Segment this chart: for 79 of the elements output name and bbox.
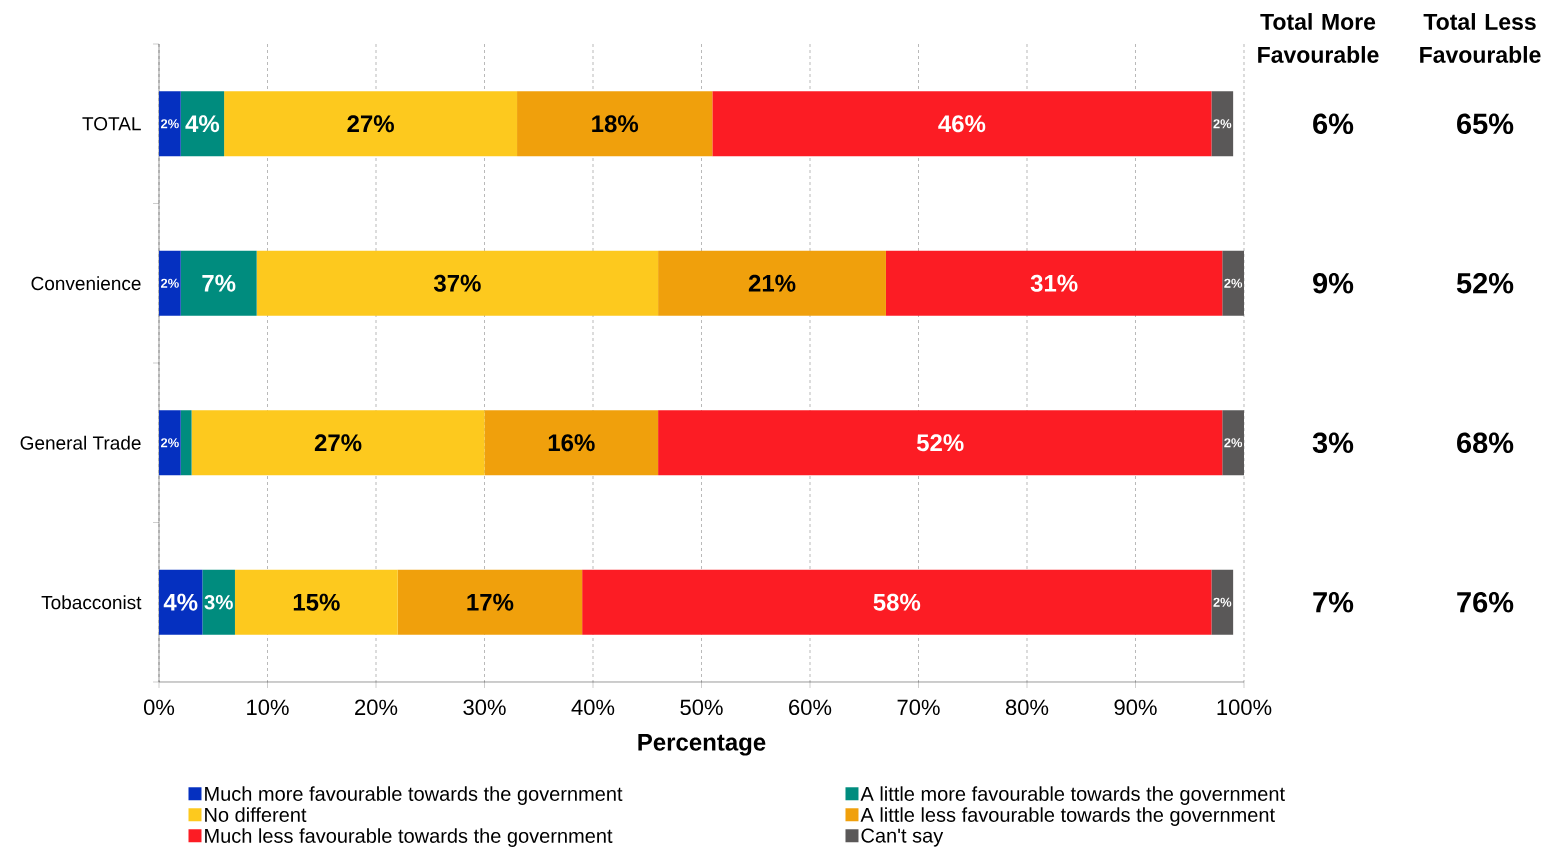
data-label: 52%	[916, 434, 964, 452]
data-label: 16%	[548, 434, 595, 452]
bar	[202, 569, 235, 635]
data-label: 2%	[161, 438, 179, 448]
data-label: 2%	[161, 278, 179, 288]
data-label: 3%	[204, 595, 233, 610]
bar	[191, 410, 485, 476]
bar	[484, 410, 659, 476]
bar	[159, 410, 181, 476]
data-label: 2%	[1224, 438, 1243, 448]
data-label: 4%	[185, 115, 220, 133]
bar	[1211, 569, 1234, 635]
data-label: 37%	[433, 274, 481, 292]
bar	[180, 91, 225, 157]
x-tick-label: 70%	[897, 699, 940, 716]
text: Total More Favourable	[1258, 13, 1379, 63]
data-label: 2%	[161, 119, 179, 129]
bar	[582, 569, 1212, 635]
text: Total Less Favourable	[1420, 13, 1541, 63]
y-tick-label: Convenience	[31, 276, 141, 291]
bar	[397, 569, 583, 635]
bar	[234, 569, 398, 635]
text: 52%	[1456, 272, 1514, 294]
legend-label: No different	[205, 807, 307, 822]
x-axis-title: Percentage	[638, 733, 766, 756]
x-tick-label: 90%	[1114, 699, 1157, 716]
x-tick-label: 20%	[355, 699, 398, 716]
data-label: 46%	[938, 115, 986, 133]
text: 3%	[1312, 432, 1354, 454]
text: 7%	[1313, 591, 1354, 613]
legend-label: Can't say	[861, 828, 944, 847]
bar	[159, 91, 181, 157]
legend-label: A little less favourable towards the government	[860, 807, 1275, 826]
bar	[256, 250, 659, 316]
bar	[180, 250, 257, 316]
legend-label: Much less favourable towards the government	[205, 828, 613, 847]
data-label: 2%	[1224, 278, 1243, 288]
data-label: 27%	[314, 434, 362, 452]
x-tick-label: 0%	[143, 699, 175, 716]
bar	[885, 250, 1223, 316]
x-tick-label: 60%	[789, 699, 832, 716]
bar	[712, 91, 1212, 157]
data-label: 21%	[748, 274, 796, 292]
bar	[180, 410, 192, 476]
x-tick-label: 40%	[571, 699, 615, 716]
bar	[159, 569, 203, 635]
x-tick-label: 80%	[1005, 699, 1049, 716]
bar	[658, 410, 1223, 476]
bar	[224, 91, 518, 157]
bar	[1222, 250, 1244, 316]
x-tick-label: 100%	[1217, 699, 1272, 716]
data-label: 17%	[467, 593, 514, 611]
bar	[1211, 91, 1234, 157]
text: 6%	[1313, 113, 1354, 135]
x-tick-label: 50%	[680, 699, 723, 716]
text: 68%	[1457, 432, 1514, 454]
x-tick-label: 10%	[247, 699, 289, 716]
data-label: 31%	[1030, 274, 1078, 292]
data-label: 4%	[163, 593, 198, 611]
bar	[658, 250, 886, 316]
data-label: 2%	[1213, 119, 1232, 129]
bar	[517, 91, 713, 157]
text: 76%	[1457, 591, 1514, 613]
bar	[159, 250, 181, 316]
data-label: 7%	[202, 274, 236, 292]
data-label: 18%	[592, 115, 639, 133]
text: 65%	[1457, 113, 1514, 135]
data-label: 27%	[347, 115, 394, 133]
y-tick-label: Tobacconist	[41, 595, 142, 610]
y-tick-label: TOTAL	[82, 117, 141, 131]
legend-label: A little more favourable towards the government	[860, 786, 1285, 805]
x-tick-label: 30%	[463, 699, 506, 716]
data-label: 15%	[293, 593, 340, 611]
data-label: 2%	[1213, 597, 1232, 607]
y-tick-label: General Trade	[20, 435, 141, 450]
text: 9%	[1313, 272, 1354, 294]
data-label: 58%	[873, 593, 921, 611]
legend-label: Much more favourable towards the government	[205, 786, 623, 805]
bar	[1222, 410, 1244, 476]
